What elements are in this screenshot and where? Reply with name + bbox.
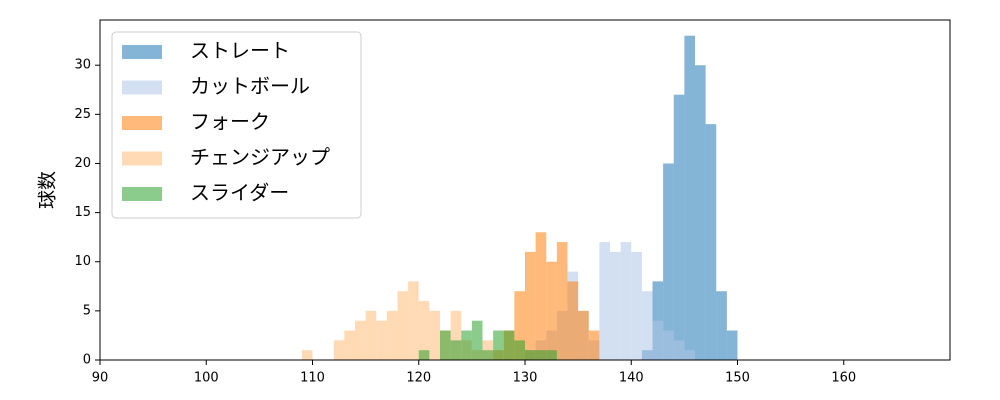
bar: [673, 94, 685, 361]
bar: [546, 350, 557, 360]
bar: [695, 65, 706, 361]
legend-label: チェンジアップ: [190, 145, 330, 169]
bar: [641, 291, 653, 360]
bar: [355, 320, 366, 360]
bar: [578, 310, 589, 360]
bar: [333, 340, 345, 360]
y-tick-label: 30: [74, 58, 91, 73]
bar: [408, 281, 419, 360]
legend-swatch: [122, 151, 162, 166]
y-tick-label: 0: [83, 353, 91, 368]
bar: [440, 330, 451, 360]
bar: [365, 310, 377, 360]
bar: [493, 330, 504, 360]
bar: [525, 251, 536, 360]
bar: [684, 350, 695, 360]
bar: [503, 330, 515, 360]
y-tick-label: 10: [74, 254, 91, 269]
y-tick-label: 15: [74, 205, 91, 220]
bar: [301, 350, 313, 360]
bar: [652, 320, 664, 360]
bar: [663, 330, 674, 360]
y-tick-label: 20: [74, 156, 91, 171]
legend-label: カットボール: [190, 74, 310, 98]
bar: [567, 281, 579, 360]
bar: [418, 350, 430, 360]
legend-swatch: [122, 187, 162, 201]
bar: [450, 310, 462, 360]
legend-label: フォーク: [190, 110, 270, 134]
x-tick-label: 130: [513, 371, 538, 386]
y-tick-label: 25: [74, 107, 91, 122]
bar: [525, 350, 536, 360]
bar: [716, 291, 727, 360]
bar: [546, 261, 557, 360]
bar: [514, 291, 525, 360]
bar: [461, 330, 472, 360]
bar: [673, 340, 685, 360]
bar: [344, 330, 355, 360]
x-tick-label: 140: [619, 371, 644, 386]
bar: [610, 251, 621, 360]
legend-swatch: [122, 45, 162, 59]
x-tick-label: 100: [194, 371, 219, 386]
bar: [386, 310, 398, 360]
y-tick-label: 5: [83, 303, 91, 318]
bar: [397, 291, 409, 360]
bar: [376, 320, 387, 360]
y-axis-label: 球数: [37, 171, 59, 209]
bar: [418, 301, 430, 360]
bar: [514, 340, 525, 360]
bar: [599, 242, 610, 360]
bar: [631, 251, 642, 360]
bar: [556, 242, 568, 360]
bar: [705, 124, 717, 360]
bar: [726, 330, 738, 360]
bar: [663, 163, 674, 360]
bar: [482, 350, 494, 360]
x-tick-label: 150: [725, 371, 750, 386]
legend-label: スライダー: [190, 181, 289, 205]
legend-label: ストレート: [190, 39, 290, 63]
legend-swatch: [122, 116, 162, 130]
legend-swatch: [122, 80, 162, 95]
bar: [429, 310, 440, 360]
x-tick-label: 90: [92, 371, 109, 386]
bar: [471, 320, 483, 360]
bar: [684, 35, 695, 361]
x-tick-label: 160: [831, 371, 856, 386]
bar: [588, 330, 600, 360]
x-tick-label: 120: [406, 371, 431, 386]
bar: [620, 242, 632, 360]
x-tick-label: 110: [300, 371, 325, 386]
bar: [450, 340, 462, 360]
bar: [535, 232, 547, 360]
legend-frame: [111, 31, 362, 219]
bar: [535, 350, 547, 360]
